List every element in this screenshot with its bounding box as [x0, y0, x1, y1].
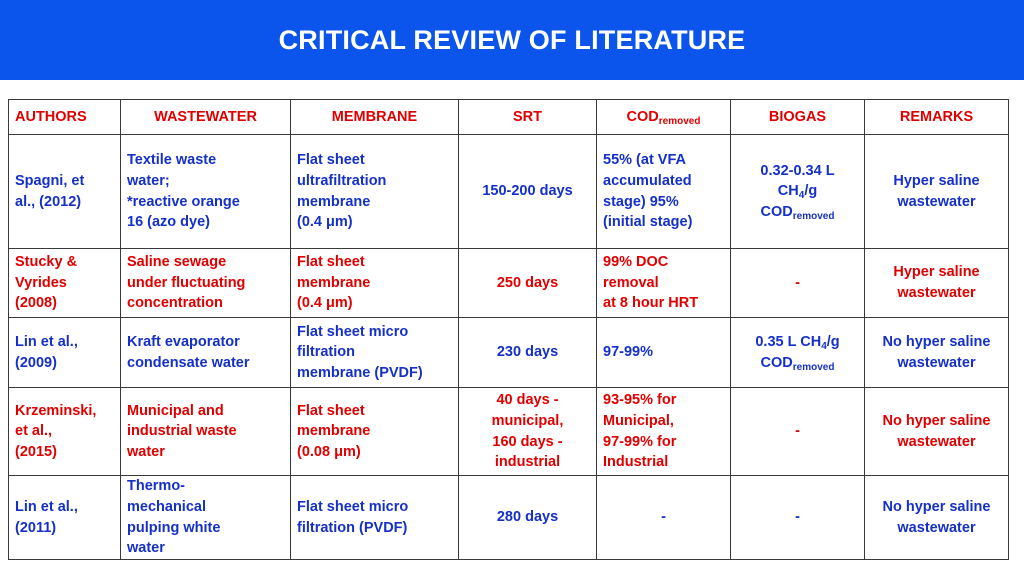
- cell-membrane: Flat sheet ultrafiltration membrane (0.4 μm…: [290, 134, 459, 249]
- cell-cod: 99% DOC removal at 8 hour HRT: [596, 248, 731, 318]
- cell-cod: 97-99%: [596, 317, 731, 388]
- table-row: Lin et al., (2011) Thermo-mechanical pulpi…: [8, 475, 1009, 560]
- header-row: AUTHORS WASTEWATER MEMBRANE SRT CODremov…: [8, 99, 1009, 135]
- cell-biogas: 0.35 L CH4/g CODremoved: [730, 317, 865, 388]
- cell-authors: Lin et al., (2011): [8, 475, 121, 560]
- cell-wastewater: Municipal and industrial waste water: [120, 387, 291, 476]
- table-row: Spagni, et al., (2012) Textile waste water…: [8, 134, 1009, 249]
- cell-wastewater: Saline sewage under fluctuating concentrat…: [120, 248, 291, 318]
- cell-srt: 250 days: [458, 248, 597, 318]
- literature-table: AUTHORS WASTEWATER MEMBRANE SRT CODremov…: [8, 99, 1009, 560]
- cell-remarks: Hyper saline wastewater: [864, 248, 1009, 318]
- cell-membrane: Flat sheet micro filtration (PVDF): [290, 475, 459, 560]
- table-row: Stucky & Vyrides (2008) Saline sewage under…: [8, 248, 1009, 318]
- cell-authors: Krzeminski, et al., (2015): [8, 387, 121, 476]
- cell-authors: Lin et al., (2009): [8, 317, 121, 388]
- cell-srt: 150-200 days: [458, 134, 597, 249]
- cell-membrane: Flat sheet membrane (0.08 μm): [290, 387, 459, 476]
- cell-membrane: Flat sheet membrane (0.4 μm): [290, 248, 459, 318]
- cell-cod: -: [596, 475, 731, 560]
- cell-biogas: 0.32-0.34 L CH4/g CODremoved: [730, 134, 865, 249]
- cell-biogas: -: [730, 248, 865, 318]
- cell-srt: 40 days - municipal, 160 days - industrial: [458, 387, 597, 476]
- cell-remarks: No hyper saline wastewater: [864, 317, 1009, 388]
- table-row: Krzeminski, et al., (2015) Municipal and in…: [8, 387, 1009, 476]
- cell-biogas: -: [730, 387, 865, 476]
- cell-remarks: No hyper saline wastewater: [864, 475, 1009, 560]
- header-wastewater: WASTEWATER: [120, 99, 291, 135]
- cell-srt: 230 days: [458, 317, 597, 388]
- cell-srt: 280 days: [458, 475, 597, 560]
- header-cod: CODremoved: [596, 99, 731, 135]
- header-authors: AUTHORS: [8, 99, 121, 135]
- cell-cod: 55% (at VFA accumulated stage) 95% (initial…: [596, 134, 731, 249]
- cell-wastewater: Textile waste water; *reactive orange 16 (a…: [120, 134, 291, 249]
- cell-wastewater: Thermo-mechanical pulping white water: [120, 475, 291, 560]
- header-remarks: REMARKS: [864, 99, 1009, 135]
- cell-authors: Spagni, et al., (2012): [8, 134, 121, 249]
- title-banner: CRITICAL REVIEW OF LITERATURE: [0, 0, 1024, 80]
- header-biogas: BIOGAS: [730, 99, 865, 135]
- header-membrane: MEMBRANE: [290, 99, 459, 135]
- cell-wastewater: Kraft evaporator condensate water: [120, 317, 291, 388]
- table-row: Lin et al., (2009) Kraft evaporator conden…: [8, 317, 1009, 388]
- page-title: CRITICAL REVIEW OF LITERATURE: [278, 24, 746, 55]
- cell-authors: Stucky & Vyrides (2008): [8, 248, 121, 318]
- cell-biogas: -: [730, 475, 865, 560]
- cell-remarks: No hyper saline wastewater: [864, 387, 1009, 476]
- cell-membrane: Flat sheet micro filtration membrane (PVDF…: [290, 317, 459, 388]
- cell-remarks: Hyper saline wastewater: [864, 134, 1009, 249]
- cell-cod: 93-95% for Municipal, 97-99% for Industrial: [596, 387, 731, 476]
- header-srt: SRT: [458, 99, 597, 135]
